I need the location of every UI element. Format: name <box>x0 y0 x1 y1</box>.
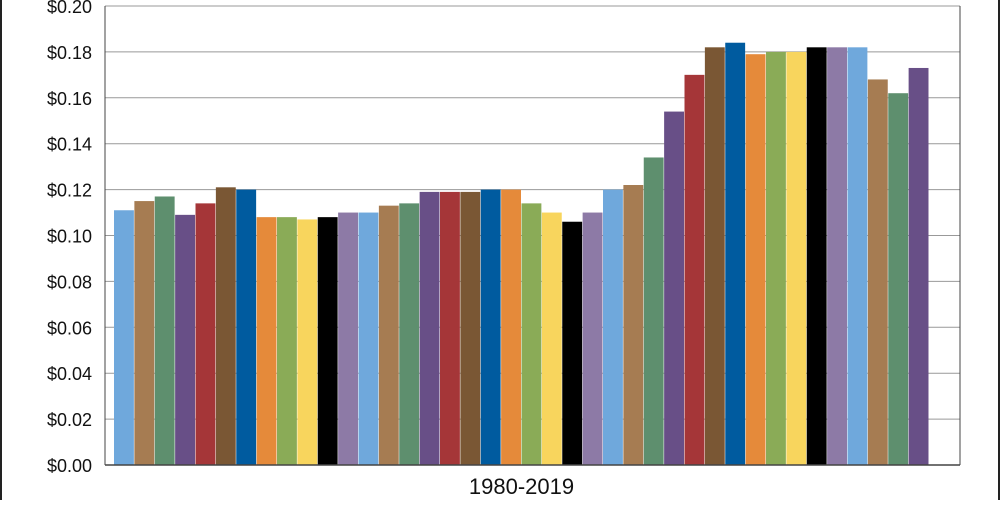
bar <box>745 54 766 465</box>
y-tick-label: $0.14 <box>47 135 92 155</box>
y-tick-label: $0.18 <box>47 43 92 63</box>
y-tick-labels: $0.00 $0.02 $0.04 $0.06 $0.08 $0.10 $0.12 $0.14… <box>47 0 92 476</box>
bar <box>114 210 134 465</box>
bar <box>888 93 909 466</box>
bar <box>704 47 725 466</box>
bar <box>154 196 175 466</box>
bar <box>806 47 827 466</box>
bar <box>684 74 705 465</box>
bar <box>236 189 257 465</box>
bar <box>501 189 521 465</box>
y-tick-label: $0.16 <box>47 89 92 109</box>
bar <box>827 47 847 466</box>
bars <box>114 42 929 466</box>
bar <box>603 189 623 465</box>
bar <box>725 42 746 465</box>
bar <box>134 201 155 465</box>
bar <box>277 217 297 465</box>
y-tick-label: $0.20 <box>47 0 92 17</box>
x-axis-label: 1980-2019 <box>469 474 574 499</box>
bar <box>338 212 358 465</box>
bar <box>541 212 562 465</box>
bar <box>582 212 603 465</box>
bar <box>195 203 216 465</box>
y-tick-label: $0.08 <box>47 272 92 292</box>
bar <box>317 217 338 465</box>
bar <box>297 219 318 465</box>
bar <box>358 212 379 465</box>
bar <box>847 47 868 466</box>
bar <box>378 205 399 466</box>
y-tick-label: $0.10 <box>47 227 92 247</box>
bar <box>908 67 929 465</box>
bar <box>521 203 542 465</box>
bar <box>664 111 684 465</box>
bar <box>643 157 664 465</box>
y-tick-label: $0.12 <box>47 181 92 201</box>
bar <box>256 217 277 465</box>
bar <box>215 187 236 465</box>
bar <box>175 214 195 465</box>
bar <box>440 191 460 465</box>
bar <box>480 189 501 465</box>
bar <box>786 51 807 466</box>
bar <box>867 79 888 465</box>
bar <box>623 185 644 465</box>
bar <box>419 191 440 465</box>
y-tick-label: $0.02 <box>47 410 92 430</box>
y-tick-label: $0.00 <box>47 456 92 476</box>
bar <box>399 203 420 465</box>
y-tick-label: $0.04 <box>47 364 92 384</box>
y-tick-label: $0.06 <box>47 318 92 338</box>
bar <box>460 191 481 465</box>
bar <box>766 51 786 466</box>
bar <box>562 221 583 465</box>
